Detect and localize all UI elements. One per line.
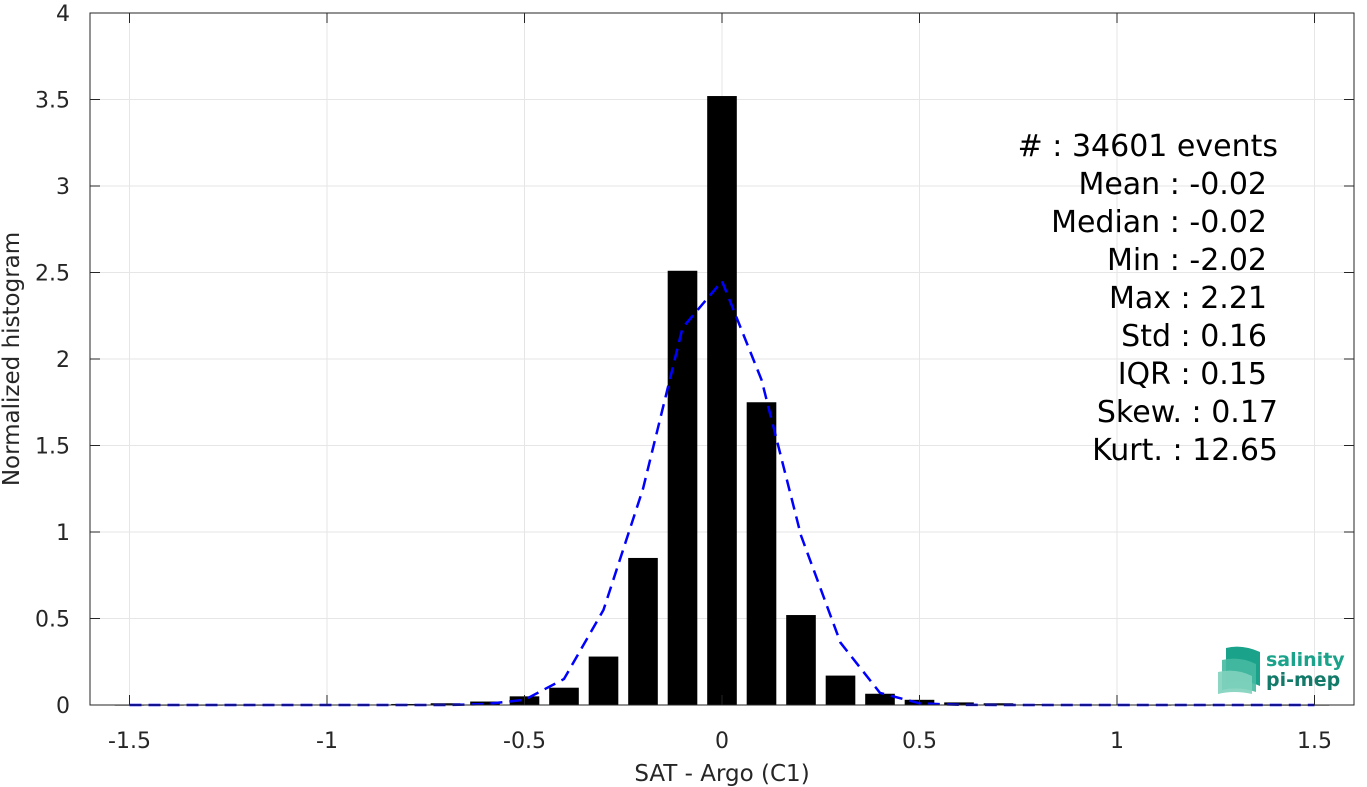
- stat-events: # : 34601 events: [1018, 129, 1278, 164]
- histogram-bar: [786, 615, 816, 705]
- histogram-bar: [470, 701, 500, 705]
- stat-mean: Mean : -0.02: [1078, 167, 1267, 202]
- y-tick-label: 0.5: [35, 608, 70, 633]
- histogram-bar: [549, 687, 579, 705]
- y-tick-label: 1: [56, 521, 70, 546]
- stat-iqr: IQR : 0.15: [1118, 357, 1267, 392]
- y-axis-label: Normalized histogram: [0, 232, 25, 486]
- stat-kurt: Kurt. : 12.65: [1092, 433, 1278, 468]
- logo-text-pi-mep: pi-mep: [1266, 669, 1340, 691]
- histogram-bar: [944, 702, 974, 705]
- stat-std: Std : 0.16: [1121, 319, 1267, 354]
- stat-max: Max : 2.21: [1109, 281, 1267, 316]
- histogram-bar: [628, 557, 658, 705]
- y-tick-label: 1.5: [35, 435, 70, 460]
- histogram-bar: [983, 703, 1014, 705]
- y-tick-label: 3.5: [35, 89, 70, 114]
- x-tick-labels: -1.5 -1 -0.5 0 0.5 1 1.5: [108, 729, 1332, 754]
- statistics-box: # : 34601 events Mean : -0.02 Median : -…: [1018, 129, 1278, 468]
- histogram-bar: [746, 402, 777, 705]
- y-tick-label: 2.5: [35, 262, 70, 287]
- y-tick-labels: 0 0.5 1 1.5 2 2.5 3 3.5 4: [35, 2, 70, 719]
- stat-skew: Skew. : 0.17: [1097, 395, 1278, 430]
- y-tick-label: 4: [56, 2, 70, 27]
- logo-text-salinity: salinity: [1266, 649, 1345, 671]
- x-tick-label: 1.5: [1297, 729, 1332, 754]
- histogram-bar: [667, 270, 698, 705]
- x-tick-label: 0: [715, 729, 729, 754]
- histogram-bar: [588, 656, 619, 705]
- stat-min: Min : -2.02: [1107, 243, 1267, 278]
- x-tick-label: -0.5: [503, 729, 546, 754]
- y-tick-label: 0: [56, 694, 70, 719]
- x-tick-label: 0.5: [902, 729, 937, 754]
- histogram-bar: [707, 96, 737, 706]
- salinity-pi-mep-logo: salinity pi-mep: [1218, 646, 1345, 694]
- stat-median: Median : -0.02: [1051, 205, 1267, 240]
- y-tick-label: 3: [56, 175, 70, 200]
- x-tick-label: -1.5: [108, 729, 151, 754]
- histogram-bar: [825, 675, 856, 705]
- x-tick-label: -1: [316, 729, 338, 754]
- x-tick-label: 1: [1110, 729, 1124, 754]
- x-axis-label: SAT - Argo (C1): [634, 761, 809, 787]
- y-tick-label: 2: [56, 348, 70, 373]
- wave-logo-icon: [1218, 646, 1260, 694]
- histogram-bar: [865, 693, 895, 705]
- axis-ticks: [90, 12, 1354, 706]
